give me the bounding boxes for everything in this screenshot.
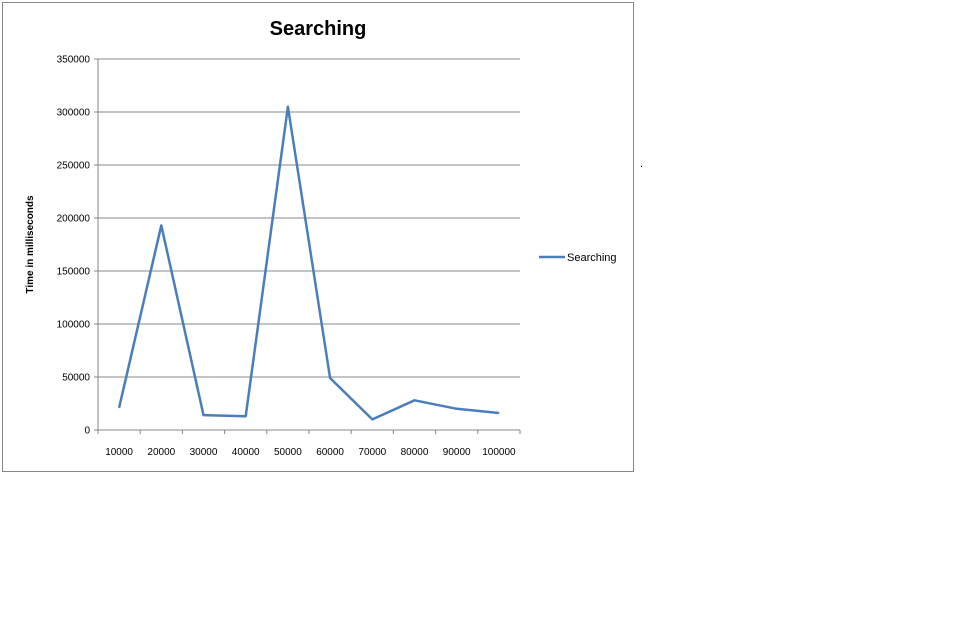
y-tick-label: 0: [84, 426, 90, 437]
series-line: [117, 105, 500, 421]
stray-mark: .: [640, 158, 644, 170]
x-tick-label: 30000: [190, 447, 218, 458]
chart-frame: Searching 0 50000 100000 150000 200000 250000…: [2, 2, 634, 472]
x-tick-label: 20000: [147, 447, 175, 458]
y-tick-label: 200000: [57, 214, 91, 225]
data-point: [160, 224, 162, 226]
y-tick-label: 100000: [57, 320, 91, 331]
data-point: [498, 412, 500, 414]
line-chart: Searching 0 50000 100000 150000 200000 250000…: [25, 18, 617, 458]
data-point: [118, 407, 120, 409]
x-tick-label: 100000: [482, 447, 516, 458]
x-tick-label: 10000: [105, 447, 133, 458]
y-tick-labels: 0 50000 100000 150000 200000 250000 300000 3500…: [57, 55, 91, 437]
data-point: [456, 408, 458, 410]
data-point: [329, 377, 331, 379]
y-tick-label: 50000: [62, 373, 90, 384]
series-layer: [117, 105, 500, 421]
gridlines: [98, 58, 520, 378]
x-tick-labels: 10000 20000 30000 40000 50000 60000 70000 80000…: [105, 447, 516, 458]
y-tick-label: 250000: [57, 161, 91, 172]
y-tick-label: 350000: [57, 55, 91, 66]
legend: Searching: [539, 252, 617, 264]
x-tick-label: 40000: [232, 447, 260, 458]
legend-label: Searching: [567, 252, 617, 264]
data-point: [371, 418, 373, 420]
x-tick-label: 90000: [443, 447, 471, 458]
y-axis-title: Time in milliseconds: [25, 195, 36, 294]
y-tick-label: 300000: [57, 108, 91, 119]
y-tick-label: 150000: [57, 267, 91, 278]
x-tick-label: 80000: [401, 447, 429, 458]
data-point: [414, 399, 415, 401]
chart-title: Searching: [270, 18, 367, 40]
data-point: [245, 415, 247, 417]
data-point: [203, 414, 204, 416]
x-tick-label: 50000: [274, 447, 302, 458]
x-tick-label: 70000: [358, 447, 386, 458]
axes: [94, 58, 521, 434]
x-tick-label: 60000: [316, 447, 344, 458]
data-point: [287, 106, 289, 108]
